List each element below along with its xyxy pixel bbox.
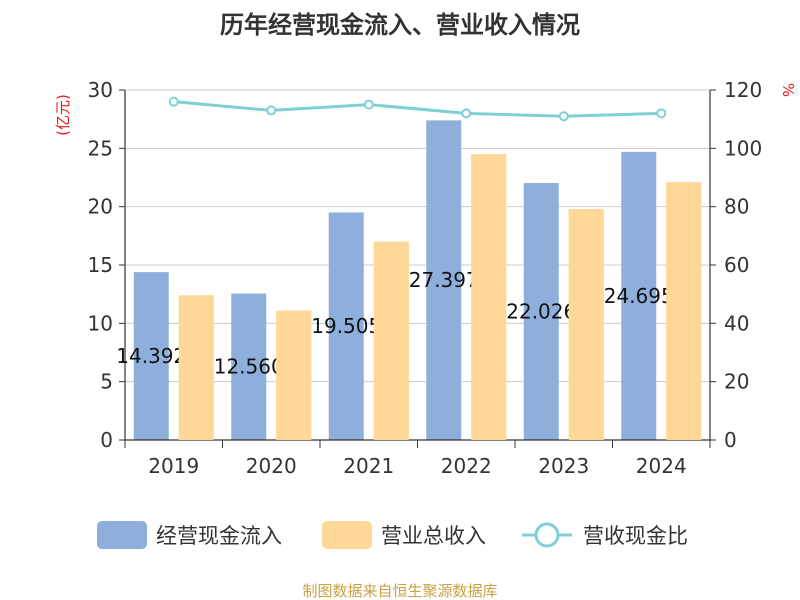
bar-revenue-overlay [373, 241, 409, 440]
left-tick-label: 30 [88, 78, 113, 102]
bar-revenue-overlay [276, 310, 312, 440]
left-axis: (亿元) 0 5 10 15 20 25 30 [54, 78, 126, 452]
data-labels: 14.392 12.560 19.505 27.397 22.026 24.695 [116, 154, 702, 440]
chart-title: 历年经营现金流入、营业收入情况 [220, 11, 580, 39]
bar-cash-inflow [231, 293, 267, 440]
x-tick-label: 2024 [636, 454, 687, 478]
left-tick-label: 0 [100, 428, 113, 452]
right-tick-label: 0 [724, 428, 737, 452]
right-tick-label: 60 [724, 253, 749, 277]
ratio-point [656, 108, 667, 119]
source-note: 制图数据来自恒生聚源数据库 [302, 582, 497, 600]
ratio-point [558, 111, 569, 122]
right-tick-label: 120 [724, 78, 762, 102]
bar-revenue-overlay [666, 182, 702, 440]
bar-cash-inflow [328, 212, 364, 440]
data-label-cash-inflow: 24.695 [604, 284, 674, 308]
left-tick-label: 10 [88, 311, 113, 335]
legend-swatch-cash-inflow [97, 521, 147, 549]
legend-marker-ratio [534, 522, 560, 548]
legend-label-ratio: 营收现金比 [583, 524, 688, 548]
ratio-point [266, 105, 277, 116]
data-label-cash-inflow: 12.560 [214, 355, 284, 379]
right-tick-label: 80 [724, 195, 749, 219]
x-tick-label: 2019 [148, 454, 199, 478]
left-tick-label: 25 [88, 136, 113, 160]
bar-revenue-overlay [471, 154, 507, 440]
data-label-cash-inflow: 14.392 [116, 344, 186, 368]
left-tick-label: 20 [88, 195, 113, 219]
legend-label-cash-inflow: 经营现金流入 [156, 524, 282, 548]
bar-cash-inflow [523, 183, 559, 440]
bar-revenue-overlay [178, 295, 214, 440]
x-tick-label: 2020 [246, 454, 297, 478]
right-tick-label: 40 [724, 311, 749, 335]
right-tick-label: 20 [724, 370, 749, 394]
ratio-line [173, 100, 662, 118]
data-label-cash-inflow: 22.026 [506, 300, 576, 324]
ratio-point [363, 99, 374, 110]
legend-swatch-revenue [322, 521, 372, 549]
ratio-point [168, 96, 179, 107]
bar-cash-inflow [133, 272, 169, 440]
bar-cash-inflow [621, 151, 657, 440]
data-label-cash-inflow: 27.397 [409, 268, 479, 292]
data-label-cash-inflow: 19.505 [311, 314, 381, 338]
x-tick-label: 2022 [441, 454, 492, 478]
right-axis: % 0 20 40 60 80 100 120 [709, 78, 797, 452]
bar-cash-inflow [426, 120, 462, 440]
x-axis: 2019 2020 2021 2022 2023 2024 [124, 439, 711, 478]
legend: 经营现金流入 营业总收入 营收现金比 [97, 521, 688, 549]
x-tick-label: 2021 [343, 454, 394, 478]
line-series [168, 96, 667, 122]
right-axis-unit-label: % [779, 83, 797, 97]
left-axis-unit-label: (亿元) [54, 94, 72, 136]
ratio-point [461, 108, 472, 119]
legend-label-revenue: 营业总收入 [381, 524, 486, 548]
bar-revenue-overlay [568, 209, 604, 440]
left-tick-label: 5 [100, 370, 113, 394]
right-tick-label: 100 [724, 136, 762, 160]
gridlines [125, 89, 710, 383]
left-tick-label: 15 [88, 253, 113, 277]
x-tick-label: 2023 [538, 454, 589, 478]
